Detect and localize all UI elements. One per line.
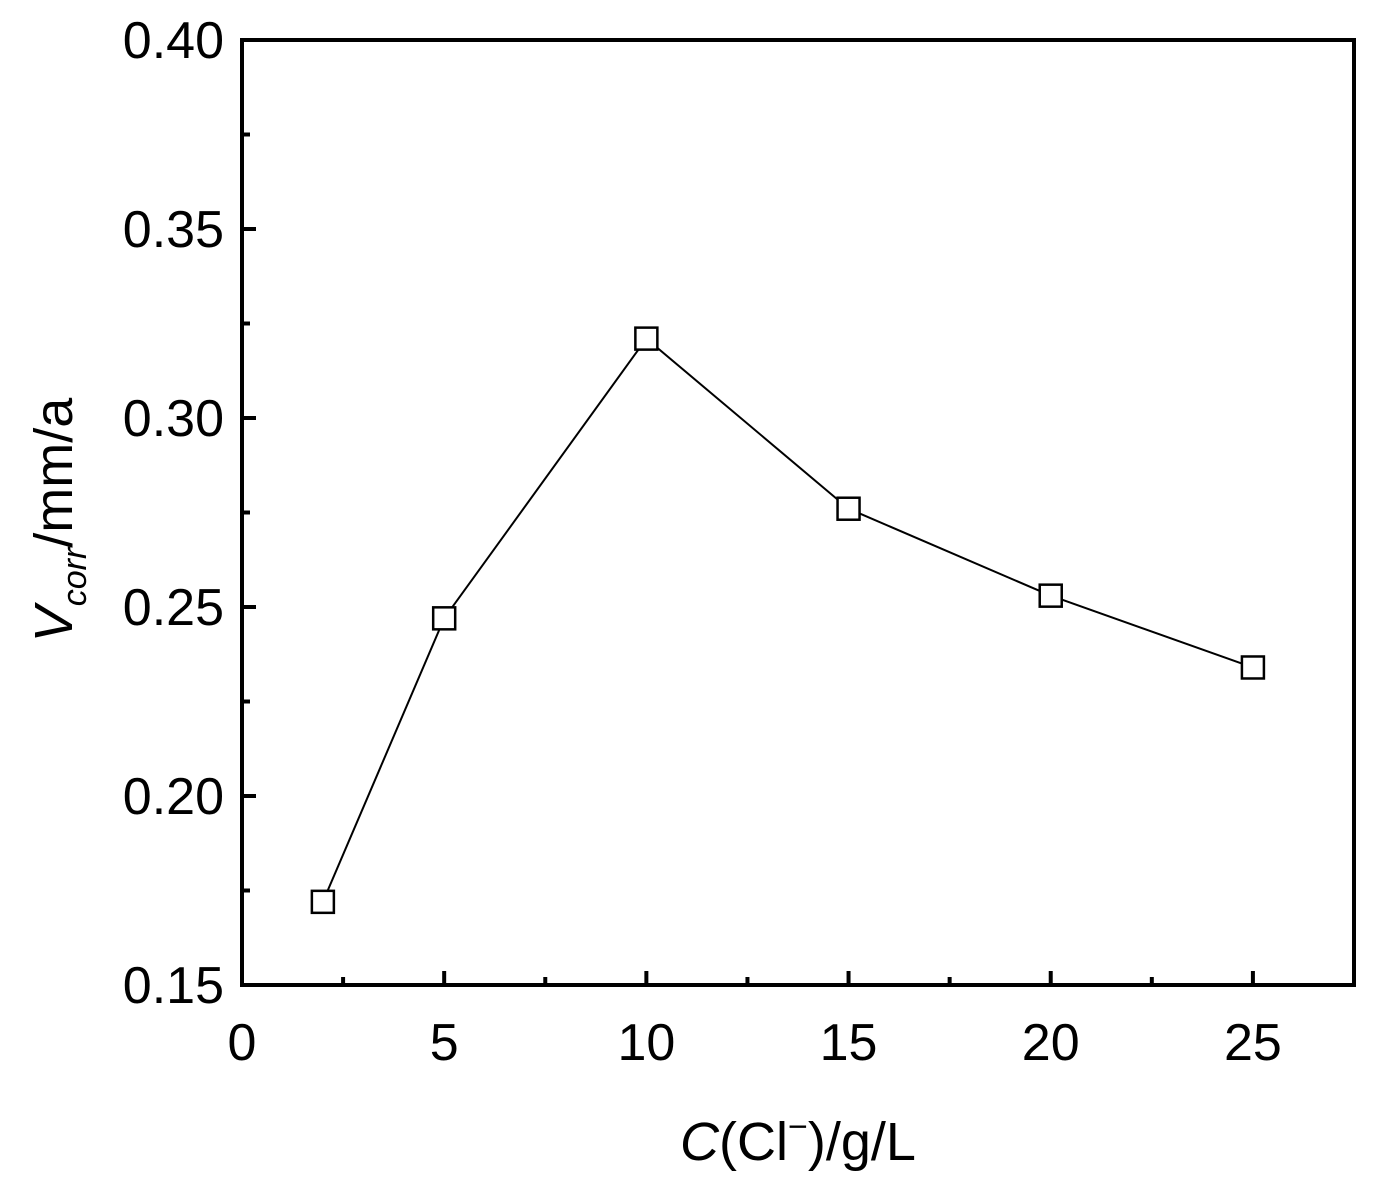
- series-line-segment: [1061, 598, 1243, 665]
- data-point-marker: [310, 889, 336, 915]
- x-tick-label: 15: [820, 1014, 878, 1072]
- data-point-marker: [1038, 583, 1063, 608]
- data-point-marker: [836, 496, 861, 521]
- y-axis-label-main: V: [24, 601, 84, 642]
- y-tick-label: 0.15: [123, 957, 224, 1015]
- data-point-marker: [1240, 655, 1266, 680]
- y-tick-label: 0.40: [123, 12, 224, 70]
- x-axis-ticks: 0 5 10 15 20 25: [228, 971, 1282, 1072]
- x-axis-label-sup: −: [788, 1108, 808, 1146]
- data-point-marker: [431, 606, 457, 631]
- x-tick-label: 0: [228, 1014, 257, 1072]
- series-line-segment: [859, 512, 1041, 592]
- series-line-segment: [451, 349, 640, 608]
- data-point-marker: [634, 326, 659, 351]
- data-series: [310, 326, 1266, 915]
- x-axis-label-paren: (Cl: [719, 1112, 788, 1172]
- y-axis-ticks: 0.15 0.20 0.25 0.30 0.35 0.40: [123, 12, 256, 1015]
- x-axis-label-main: C: [680, 1112, 720, 1172]
- x-tick-label: 20: [1022, 1014, 1080, 1072]
- y-tick-label: 0.30: [123, 390, 224, 448]
- y-axis-label: Vcorr/mm/a: [24, 397, 94, 643]
- x-tick-label: 5: [430, 1014, 459, 1072]
- series-line-segment: [326, 628, 441, 892]
- x-axis-label: C(Cl−)/g/L: [680, 1108, 916, 1172]
- y-tick-label: 0.25: [123, 579, 224, 637]
- x-axis-label-rest: )/g/L: [808, 1112, 916, 1172]
- y-tick-label: 0.20: [123, 768, 224, 826]
- x-tick-label: 25: [1224, 1014, 1282, 1072]
- plot-frame: [240, 38, 1356, 987]
- y-axis-label-rest: /mm/a: [24, 397, 84, 548]
- y-tick-label: 0.35: [123, 201, 224, 259]
- series-line-segment: [656, 347, 839, 501]
- y-axis-label-sub: corr: [56, 546, 94, 606]
- x-tick-label: 10: [617, 1014, 675, 1072]
